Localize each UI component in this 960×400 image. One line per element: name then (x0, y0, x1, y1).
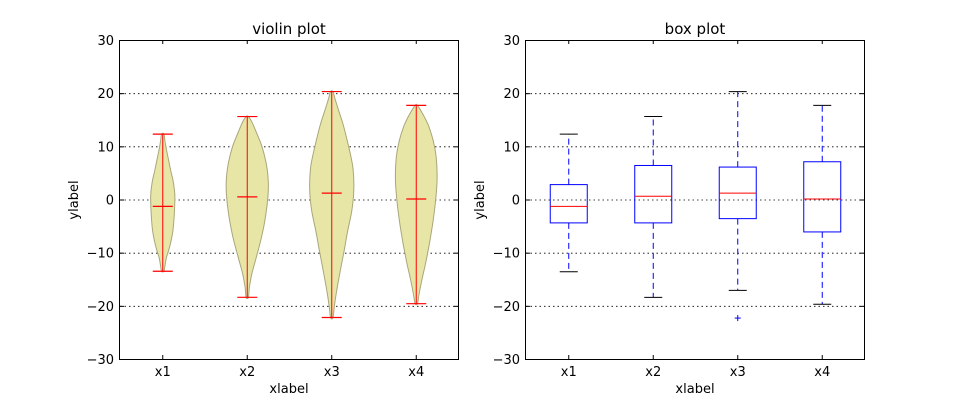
violin-plot-xlabel: xlabel (269, 382, 308, 397)
box-ytick-label: 0 (512, 194, 520, 209)
violin-ytick-label: −20 (87, 300, 114, 315)
violin-ytick-label: 30 (97, 34, 114, 49)
box-body-x1 (549, 184, 588, 224)
box-ytick-label: 30 (503, 34, 520, 49)
box-plot-axes: box plot xlabel ylabel −30 −20 −10 0 10 20 30 x… (473, 20, 865, 397)
violin-ytick-label: 20 (97, 87, 114, 102)
box-ytick-label: −10 (493, 247, 520, 262)
box-ytick-label: −20 (493, 300, 520, 315)
box-body-x4 (803, 161, 842, 233)
violin-plot-frame (119, 40, 459, 360)
box-xtick-label: x4 (814, 365, 830, 380)
violin-plot-axes: violin plot xlabel ylabel −30 −20 −10 0 10 20… (67, 20, 459, 397)
violin-ytick-label: 0 (106, 194, 114, 209)
violin-plot-ylabel: ylabel (67, 180, 82, 219)
box-ytick-label: 20 (503, 87, 520, 102)
box-xtick-label: x1 (561, 365, 577, 380)
violin-ytick-label: −30 (87, 353, 114, 368)
box-plot-ylabel: ylabel (473, 180, 488, 219)
box-xtick-label: x2 (645, 365, 661, 380)
box-plot-ticks: −30 −20 −10 0 10 20 30 x1 x2 x3 x4 (493, 34, 864, 380)
violin-xtick-label: x3 (324, 365, 340, 380)
violin-plot-title: violin plot (252, 20, 326, 38)
violin-ytick-label: 10 (97, 140, 114, 155)
box-flier-x3 (734, 315, 741, 322)
violin-xtick-label: x2 (239, 365, 255, 380)
box-body-x2 (634, 164, 673, 224)
box-plot-title: box plot (665, 20, 726, 38)
box-plot-frame (525, 40, 865, 360)
box-xtick-label: x3 (730, 365, 746, 380)
violin-plot-marks (150, 90, 438, 320)
box-plot-marks (549, 91, 842, 322)
violin-xtick-label: x4 (408, 365, 424, 380)
violin-plot-ticks: −30 −20 −10 0 10 20 30 x1 x2 x3 x4 (87, 34, 458, 380)
box-ytick-label: 10 (503, 140, 520, 155)
violin-xtick-label: x1 (155, 365, 171, 380)
box-plot-xlabel: xlabel (675, 382, 714, 397)
violin-ytick-label: −10 (87, 247, 114, 262)
box-ytick-label: −30 (493, 353, 520, 368)
